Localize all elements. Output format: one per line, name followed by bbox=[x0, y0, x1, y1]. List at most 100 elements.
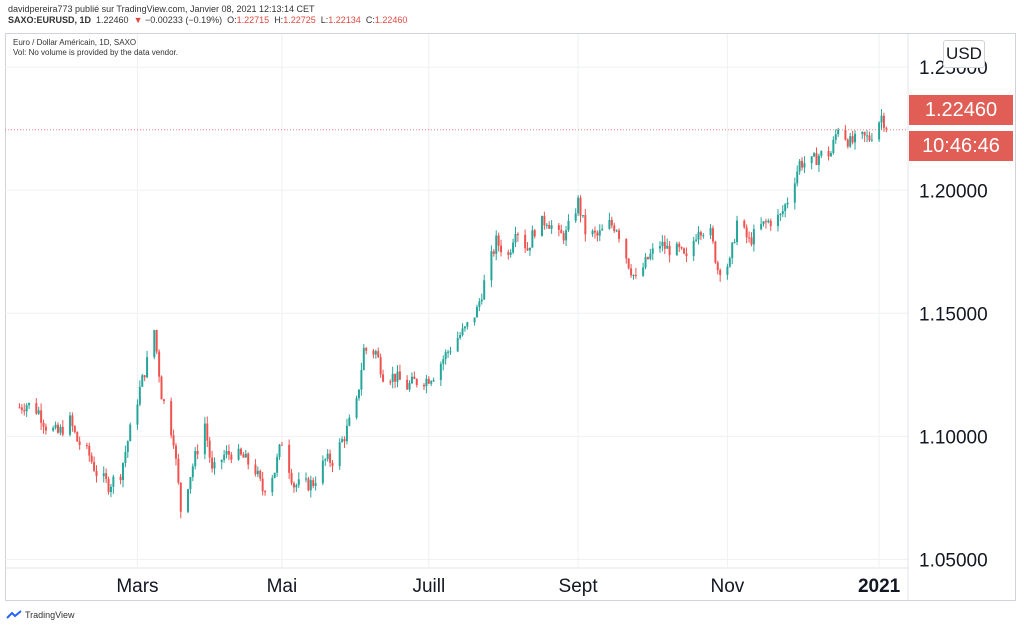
candle-body bbox=[35, 403, 38, 414]
candle-body bbox=[321, 460, 324, 484]
candle-body bbox=[666, 245, 669, 249]
candle-body bbox=[331, 462, 334, 467]
candle-body bbox=[793, 183, 796, 203]
candle-body bbox=[264, 491, 267, 493]
candle-body bbox=[449, 351, 452, 353]
candle-body bbox=[256, 470, 259, 475]
y-tick-label: 1.20000 bbox=[919, 181, 988, 202]
candle-body bbox=[584, 215, 587, 235]
candle-body bbox=[203, 423, 206, 455]
candle-body bbox=[442, 359, 445, 364]
candle-body bbox=[779, 214, 782, 216]
countdown-label: 10:46:46 bbox=[909, 131, 1013, 161]
candle-body bbox=[179, 482, 182, 512]
footer-brand[interactable]: TradingView bbox=[6, 610, 75, 620]
candle-body bbox=[259, 470, 262, 479]
candle-body bbox=[500, 245, 503, 253]
high-label: H: bbox=[274, 15, 284, 25]
candle-body bbox=[685, 253, 688, 257]
x-tick-label: Mai bbox=[267, 576, 298, 597]
candle-body bbox=[44, 426, 47, 431]
candle-body bbox=[736, 220, 739, 243]
candle-body bbox=[495, 235, 498, 254]
low-value: 1.22134 bbox=[328, 15, 361, 25]
candle-body bbox=[528, 247, 531, 251]
candle-body bbox=[492, 251, 495, 254]
candle-body bbox=[425, 378, 428, 387]
candle-body bbox=[683, 248, 686, 254]
candle-body bbox=[158, 351, 161, 377]
candle-body bbox=[377, 351, 380, 358]
open-value: 1.22715 bbox=[236, 15, 270, 25]
candle-body bbox=[422, 384, 425, 387]
candle-body bbox=[408, 383, 411, 390]
candle-body bbox=[136, 404, 139, 425]
candle-body bbox=[360, 370, 363, 390]
candle-body bbox=[632, 274, 635, 276]
candle-body bbox=[767, 220, 770, 223]
high-value: 1.22725 bbox=[283, 15, 316, 25]
candle-body bbox=[627, 258, 630, 269]
candle-body bbox=[798, 160, 801, 172]
candle-body bbox=[661, 241, 664, 247]
candle-body bbox=[764, 221, 767, 223]
candle-body bbox=[415, 379, 418, 385]
candle-body bbox=[372, 350, 375, 355]
x-tick-label: Mars bbox=[116, 576, 158, 597]
candle-body bbox=[598, 230, 601, 236]
candle-body bbox=[355, 398, 358, 418]
open-label: O: bbox=[227, 15, 237, 25]
candle-body bbox=[560, 229, 563, 234]
candle-body bbox=[379, 357, 382, 375]
candle-body bbox=[596, 232, 599, 236]
candle-body bbox=[305, 478, 307, 480]
candle-body bbox=[866, 135, 869, 137]
candle-body bbox=[832, 139, 835, 154]
candle-body bbox=[59, 426, 62, 433]
candle-body bbox=[28, 403, 31, 406]
x-tick-label: Nov bbox=[711, 576, 745, 597]
candle-body bbox=[357, 389, 360, 399]
y-tick-label: 1.10000 bbox=[919, 427, 988, 448]
candle-body bbox=[849, 136, 852, 147]
candle-body bbox=[109, 486, 112, 493]
candle-body bbox=[290, 472, 293, 484]
candle-body bbox=[93, 462, 96, 471]
candle-body bbox=[170, 401, 173, 436]
candle-body bbox=[42, 422, 45, 427]
candle-body bbox=[129, 424, 132, 442]
candle-body bbox=[85, 445, 88, 447]
candle-body bbox=[702, 235, 705, 237]
candle-body bbox=[837, 129, 840, 135]
candle-body bbox=[593, 230, 596, 233]
currency-button[interactable]: USD bbox=[943, 40, 985, 68]
candle-body bbox=[23, 409, 26, 412]
candle-body bbox=[343, 439, 346, 442]
candle-body bbox=[341, 439, 344, 443]
candle-body bbox=[456, 338, 459, 352]
candle-body bbox=[73, 426, 76, 432]
candle-body bbox=[714, 241, 717, 263]
candle-body bbox=[846, 139, 849, 147]
candle-body bbox=[196, 451, 199, 455]
candle-body bbox=[211, 457, 214, 469]
candle-body bbox=[461, 328, 464, 336]
candle-body bbox=[695, 239, 698, 241]
candle-body bbox=[338, 442, 341, 467]
candle-body bbox=[854, 133, 857, 143]
candle-body bbox=[820, 151, 823, 156]
candle-body bbox=[389, 381, 392, 383]
candle-body bbox=[750, 237, 753, 245]
candle-body bbox=[406, 379, 409, 390]
change-arrow-icon: ▼ bbox=[133, 15, 143, 25]
candle-body bbox=[78, 441, 81, 446]
close-value: 1.22460 bbox=[374, 15, 408, 25]
candle-body bbox=[254, 464, 257, 475]
candle-body bbox=[345, 425, 348, 442]
footer-brand-label: TradingView bbox=[25, 610, 75, 620]
candle-body bbox=[509, 252, 512, 255]
volume-note: Vol: No volume is provided by the data v… bbox=[13, 48, 178, 57]
candle-body bbox=[651, 248, 654, 254]
candle-body bbox=[711, 228, 714, 242]
